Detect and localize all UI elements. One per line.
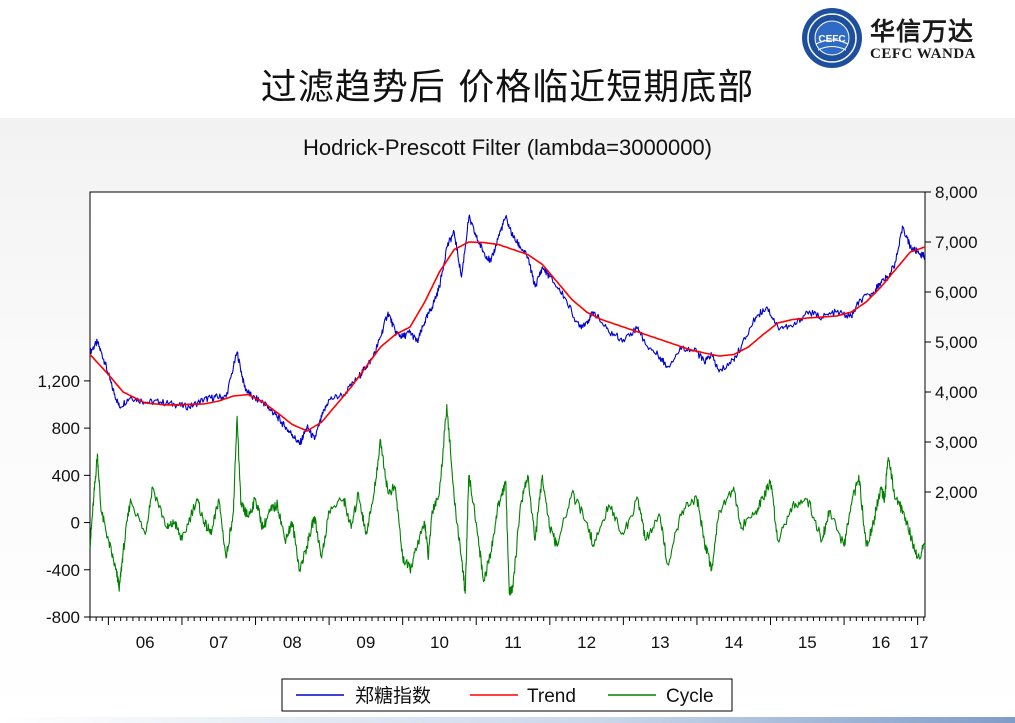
right-axis-tick-label: 7,000 bbox=[935, 233, 978, 252]
left-axis-tick-label: -800 bbox=[46, 608, 80, 627]
x-axis-year-label: 15 bbox=[798, 633, 817, 652]
left-axis-tick-label: 1,200 bbox=[37, 372, 80, 391]
legend-label-cycle: Cycle bbox=[666, 686, 714, 707]
right-axis-tick-label: 5,000 bbox=[935, 333, 978, 352]
series-line-cycle bbox=[89, 403, 926, 596]
legend: 郑糖指数 Trend Cycle bbox=[281, 678, 733, 712]
series-layer bbox=[89, 214, 926, 596]
slide-title: 过滤趋势后 价格临近短期底部 bbox=[260, 67, 755, 108]
x-axis-year-label: 09 bbox=[356, 633, 375, 652]
logo-chinese-name: 华信万达 bbox=[870, 17, 975, 46]
x-axis-year-label: 07 bbox=[209, 633, 228, 652]
left-axis-tick-label: 800 bbox=[52, 419, 80, 438]
x-axis-year-label: 16 bbox=[871, 633, 890, 652]
legend-label-zhengtang: 郑糖指数 bbox=[355, 685, 431, 707]
x-axis-year-label: 13 bbox=[651, 633, 670, 652]
axis-layer: 1,200 800 400 0 -400 -800 8,000 7,000 6,000 5,000… bbox=[37, 183, 977, 652]
right-axis-tick-label: 3,000 bbox=[935, 433, 978, 452]
series-line-zhengtang bbox=[89, 214, 926, 446]
seal-text: CEFC bbox=[818, 34, 845, 45]
series-line-trend bbox=[89, 241, 926, 432]
right-axis-tick-label: 4,000 bbox=[935, 383, 978, 402]
x-axis-year-label: 06 bbox=[136, 633, 155, 652]
left-axis-tick-label: 400 bbox=[52, 466, 80, 485]
x-axis-year-label: 14 bbox=[724, 633, 743, 652]
logo-english-name: CEFC WANDA bbox=[870, 46, 976, 62]
right-axis-tick-label: 6,000 bbox=[935, 283, 978, 302]
slide-bottom-bar bbox=[0, 717, 1015, 723]
left-axis-tick-label: -400 bbox=[46, 561, 80, 580]
right-axis-tick-label: 2,000 bbox=[935, 483, 978, 502]
right-axis-tick-label: 8,000 bbox=[935, 183, 978, 202]
x-axis-year-label: 17 bbox=[910, 633, 929, 652]
seal-icon: CEFC bbox=[802, 8, 862, 68]
x-axis-year-label: 10 bbox=[430, 633, 449, 652]
chart-title: Hodrick-Prescott Filter (lambda=3000000) bbox=[302, 135, 712, 160]
legend-label-trend: Trend bbox=[527, 686, 576, 707]
x-axis-year-label: 11 bbox=[504, 633, 522, 652]
x-axis-year-label: 08 bbox=[283, 633, 302, 652]
left-axis-tick-label: 0 bbox=[71, 514, 80, 533]
company-logo: CEFC 华信万达 CEFC WANDA bbox=[800, 6, 1010, 70]
x-axis-year-label: 12 bbox=[577, 633, 596, 652]
